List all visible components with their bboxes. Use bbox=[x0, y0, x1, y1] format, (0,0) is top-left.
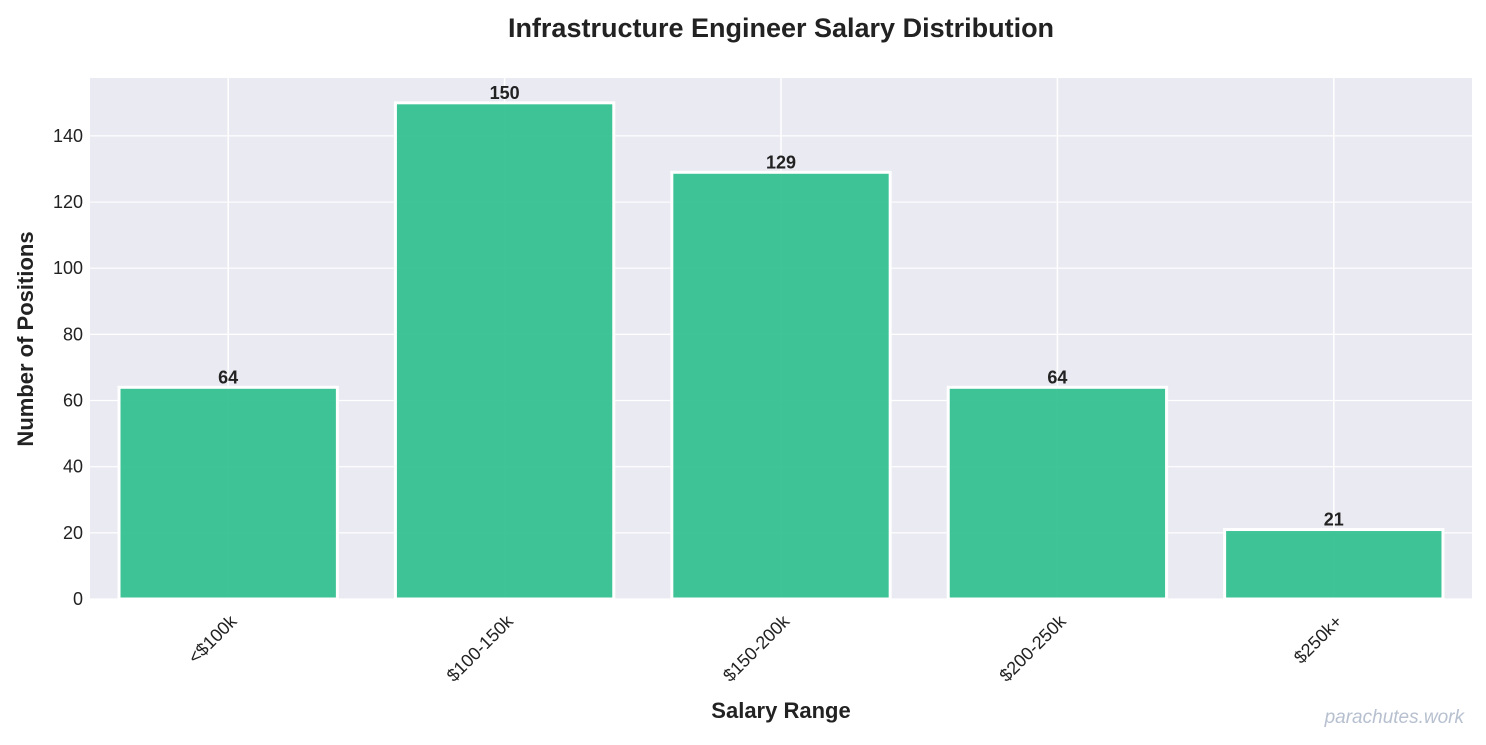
bar bbox=[1223, 528, 1445, 601]
y-tick-label: 120 bbox=[53, 192, 83, 212]
x-axis-label: Salary Range bbox=[711, 698, 850, 723]
bar bbox=[393, 101, 616, 601]
data-label: 21 bbox=[1324, 510, 1344, 530]
y-tick-label: 40 bbox=[63, 457, 83, 477]
y-tick-label: 100 bbox=[53, 258, 83, 278]
chart-title: Infrastructure Engineer Salary Distribut… bbox=[508, 13, 1054, 43]
y-tick-label: 60 bbox=[63, 391, 83, 411]
bar bbox=[946, 385, 1169, 601]
x-tick-label: $100-150k bbox=[443, 611, 518, 686]
x-tick-label: $150-200k bbox=[719, 611, 794, 686]
data-label: 129 bbox=[766, 152, 796, 172]
x-tick-label: <$100k bbox=[184, 611, 241, 668]
y-axis-label: Number of Positions bbox=[13, 231, 38, 446]
y-tick-label: 80 bbox=[63, 324, 83, 344]
watermark: parachutes.work bbox=[1324, 707, 1464, 728]
data-label: 64 bbox=[1047, 367, 1067, 387]
bar bbox=[117, 385, 339, 601]
data-label: 64 bbox=[218, 367, 238, 387]
x-tick-label: $250k+ bbox=[1290, 611, 1346, 667]
y-tick-label: 0 bbox=[73, 589, 83, 609]
y-tick-label: 140 bbox=[53, 126, 83, 146]
data-label: 150 bbox=[490, 83, 520, 103]
x-tick-label: $200-250k bbox=[995, 611, 1070, 686]
y-tick-label: 20 bbox=[63, 523, 83, 543]
bar bbox=[670, 170, 892, 601]
